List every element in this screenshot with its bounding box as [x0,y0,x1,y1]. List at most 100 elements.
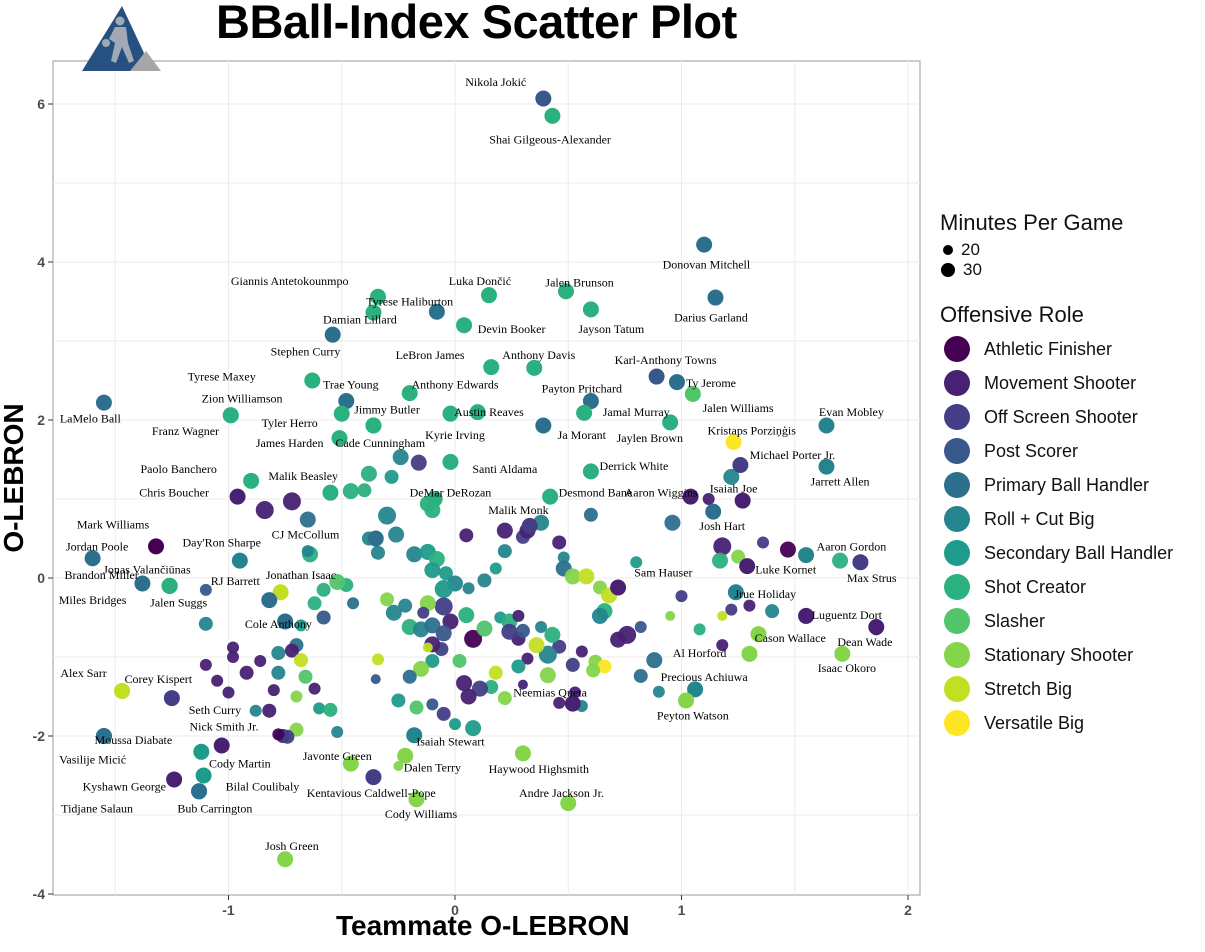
data-point[interactable] [262,703,277,718]
data-point[interactable] [211,674,224,687]
data-point[interactable] [213,737,230,754]
data-point[interactable] [166,771,183,788]
data-point[interactable] [298,669,313,684]
data-point[interactable] [222,686,235,699]
data-point[interactable] [662,414,679,431]
data-point[interactable] [243,472,260,489]
data-point[interactable] [369,288,386,305]
data-point[interactable] [696,236,713,253]
data-point[interactable] [277,613,294,630]
data-point[interactable] [406,546,423,563]
data-point[interactable] [148,538,165,555]
data-point[interactable] [410,454,427,471]
data-point[interactable] [456,675,473,692]
data-point[interactable] [191,783,208,800]
data-point[interactable] [459,528,474,543]
data-point[interactable] [254,654,267,667]
data-point[interactable] [290,690,303,703]
data-point[interactable] [324,326,341,343]
data-point[interactable] [560,795,577,812]
legend-item[interactable]: Secondary Ball Handler [940,536,1173,570]
data-point[interactable] [489,562,502,575]
data-point[interactable] [702,493,715,505]
data-point[interactable] [397,747,414,764]
data-point[interactable] [255,501,274,520]
data-point[interactable] [675,590,688,603]
data-point[interactable] [426,698,439,711]
legend-item[interactable]: Versatile Big [940,706,1173,740]
data-point[interactable] [434,597,453,616]
data-point[interactable] [497,691,512,706]
data-point[interactable] [365,769,382,786]
data-point[interactable] [712,552,729,569]
data-point[interactable] [717,610,728,621]
data-point[interactable] [501,623,518,640]
data-point[interactable] [452,653,467,668]
data-point[interactable] [582,463,599,480]
data-point[interactable] [750,626,767,643]
data-point[interactable] [424,562,441,579]
data-point[interactable] [392,449,409,466]
data-point[interactable] [582,393,599,410]
legend-item[interactable]: Stretch Big [940,672,1173,706]
data-point[interactable] [428,303,445,320]
data-point[interactable] [630,556,643,569]
data-point[interactable] [391,693,406,708]
data-point[interactable] [316,610,331,625]
data-point[interactable] [229,488,246,505]
data-point[interactable] [528,637,545,654]
data-point[interactable] [199,583,212,596]
data-point[interactable] [365,304,382,321]
data-point[interactable] [222,407,239,424]
data-point[interactable] [227,641,240,654]
data-point[interactable] [231,552,248,569]
data-point[interactable] [739,558,756,575]
data-point[interactable] [557,551,570,564]
data-point[interactable] [526,359,543,376]
data-point[interactable] [417,606,430,619]
data-point[interactable] [322,484,339,501]
data-point[interactable] [464,629,483,648]
data-point[interactable] [378,506,397,525]
data-point[interactable] [294,619,307,632]
data-point[interactable] [678,692,695,709]
data-point[interactable] [360,465,377,482]
data-point[interactable] [393,761,404,772]
data-point[interactable] [705,503,722,520]
data-point[interactable] [442,405,459,422]
data-point[interactable] [539,667,556,684]
data-point[interactable] [648,368,665,385]
data-point[interactable] [261,592,278,609]
data-point[interactable] [517,679,528,690]
data-point[interactable] [497,544,512,559]
data-point[interactable] [521,517,538,534]
data-point[interactable] [743,599,756,612]
data-point[interactable] [578,568,595,585]
legend-item[interactable]: Post Scorer [940,434,1173,468]
data-point[interactable] [765,604,780,619]
data-point[interactable] [338,393,355,410]
data-point[interactable] [426,491,443,507]
data-point[interactable] [438,566,453,581]
data-point[interactable] [535,620,548,633]
data-point[interactable] [731,549,746,564]
data-point[interactable] [114,682,131,699]
data-point[interactable] [308,682,321,695]
data-point[interactable] [342,483,359,500]
data-point[interactable] [272,728,285,741]
data-point[interactable] [307,596,322,611]
data-point[interactable] [331,430,348,447]
data-point[interactable] [798,547,815,564]
data-point[interactable] [227,651,240,663]
legend-item[interactable]: Athletic Finisher [940,332,1173,366]
legend-item[interactable]: Shot Creator [940,570,1173,604]
data-point[interactable] [367,530,384,547]
data-point[interactable] [195,767,212,784]
data-point[interactable] [757,536,770,549]
data-point[interactable] [610,631,627,648]
data-point[interactable] [442,613,459,630]
data-point[interactable] [425,653,440,668]
data-point[interactable] [424,617,441,634]
data-point[interactable] [514,745,531,762]
data-point[interactable] [313,702,326,715]
